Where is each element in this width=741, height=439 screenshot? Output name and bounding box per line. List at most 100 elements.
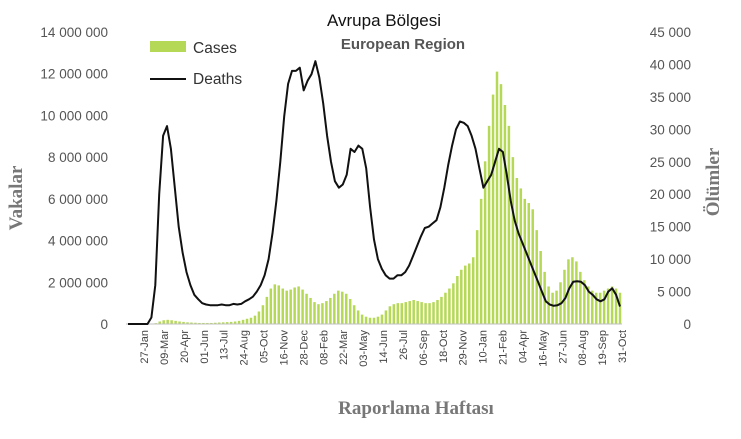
- cases-bar: [249, 317, 253, 324]
- y-tick-label: 0: [100, 317, 108, 332]
- cases-bar: [210, 322, 213, 324]
- x-tick-label: 10-Jan: [478, 330, 490, 364]
- cases-bar: [285, 290, 288, 324]
- y2-tick-label: 45 000: [650, 25, 691, 40]
- cases-bar: [511, 157, 515, 324]
- cases-bar: [376, 316, 380, 324]
- cases-bar: [519, 188, 523, 324]
- cases-bar: [257, 311, 261, 324]
- x-tick-label: 19-Sep: [597, 330, 609, 365]
- chart-subtitle: European Region: [341, 36, 465, 53]
- cases-bar: [456, 276, 459, 324]
- cases-bar: [273, 284, 277, 324]
- cases-bar: [206, 322, 209, 324]
- x-axis-label: Raporlama Haftası: [338, 398, 494, 419]
- cases-bar: [162, 320, 165, 324]
- cases-bar: [174, 320, 177, 324]
- cases-bar: [182, 321, 185, 324]
- legend-cases-swatch: [150, 41, 186, 52]
- cases-bar: [467, 263, 471, 324]
- y-tick-label: 10 000 000: [40, 108, 108, 123]
- cases-bar: [448, 288, 451, 324]
- cases-bar: [499, 84, 503, 325]
- x-tick-label: 01-Jun: [199, 330, 211, 364]
- cases-bar: [170, 320, 173, 324]
- x-tick-label: 04-Apr: [517, 330, 529, 363]
- cases-bar: [281, 288, 284, 324]
- cases-bar: [293, 287, 296, 324]
- cases-bar: [583, 280, 586, 324]
- cases-bar: [301, 289, 304, 324]
- cases-bar: [269, 288, 273, 324]
- cases-bar: [412, 300, 415, 324]
- cases-bar: [602, 290, 606, 324]
- cases-bar: [428, 303, 431, 324]
- cases-bar: [464, 265, 467, 324]
- y2-tick-label: 15 000: [650, 220, 691, 235]
- cases-bar: [305, 293, 308, 324]
- y-tick-label: 6 000 000: [48, 192, 108, 207]
- x-tick-label: 21-Feb: [498, 330, 510, 365]
- x-tick-label: 09-Mar: [159, 330, 171, 365]
- cases-bar: [610, 286, 614, 324]
- y2-tick-label: 35 000: [650, 90, 691, 105]
- legend: Cases Deaths: [150, 40, 242, 88]
- cases-bar: [198, 322, 201, 324]
- cases-bar: [471, 257, 475, 324]
- cases-bar: [214, 322, 217, 324]
- x-tick-label: 27-Jan: [139, 330, 151, 364]
- cases-bar: [460, 269, 463, 324]
- deaths-series: [128, 60, 621, 325]
- cases-bar: [400, 303, 404, 324]
- cases-bar: [579, 271, 582, 324]
- x-tick-label: 22-Mar: [338, 330, 350, 365]
- x-tick-label: 26-Jul: [398, 330, 410, 360]
- x-tick-label: 08-Aug: [577, 330, 589, 365]
- cases-bar: [364, 316, 368, 324]
- cases-bar: [606, 288, 610, 324]
- cases-bar: [507, 125, 511, 324]
- cases-bar: [277, 285, 281, 324]
- cases-bar: [551, 292, 554, 324]
- cases-bar: [289, 289, 292, 324]
- x-tick-label: 03-May: [358, 330, 370, 367]
- cases-bar: [194, 322, 197, 324]
- cases-bar: [166, 319, 169, 324]
- y-tick-label: 4 000 000: [48, 234, 108, 249]
- cases-bar: [321, 303, 324, 324]
- cases-bar: [344, 293, 348, 324]
- y2-tick-label: 0: [683, 317, 691, 332]
- cases-bar: [487, 125, 491, 324]
- cases-bar: [297, 286, 300, 324]
- cases-bar: [424, 303, 427, 324]
- y2-tick-label: 10 000: [650, 252, 691, 267]
- y-axis-right: 0 5 000 10 000 15 000 20 000 25 000 30 000 35 0…: [650, 25, 691, 332]
- cases-bar: [221, 322, 225, 324]
- cases-bar: [452, 283, 455, 324]
- x-tick-label: 28-Dec: [298, 330, 310, 366]
- y2-tick-label: 30 000: [650, 122, 691, 137]
- cases-bar: [475, 230, 479, 324]
- y-tick-label: 2 000 000: [48, 275, 108, 290]
- cases-bar: [229, 321, 233, 324]
- legend-deaths-label: Deaths: [193, 71, 242, 88]
- cases-bar: [491, 94, 495, 324]
- cases-bar: [217, 322, 221, 324]
- x-tick-label: 18-Oct: [438, 330, 450, 363]
- cases-bar: [158, 321, 161, 324]
- cases-bar: [436, 300, 439, 324]
- cases-bar: [392, 304, 396, 324]
- cases-bar: [309, 297, 312, 324]
- y2-tick-label: 40 000: [650, 57, 691, 72]
- cases-bar: [618, 292, 622, 324]
- cases-bar: [186, 322, 189, 324]
- cases-bar: [523, 198, 527, 324]
- cases-bar: [590, 290, 594, 324]
- cases-bar: [555, 290, 558, 324]
- cases-bar: [563, 269, 566, 324]
- cases-bar: [233, 321, 237, 324]
- x-tick-label: 24-Aug: [239, 330, 251, 365]
- cases-bar: [337, 290, 340, 324]
- cases-bar: [408, 301, 411, 324]
- cases-bar: [515, 178, 519, 324]
